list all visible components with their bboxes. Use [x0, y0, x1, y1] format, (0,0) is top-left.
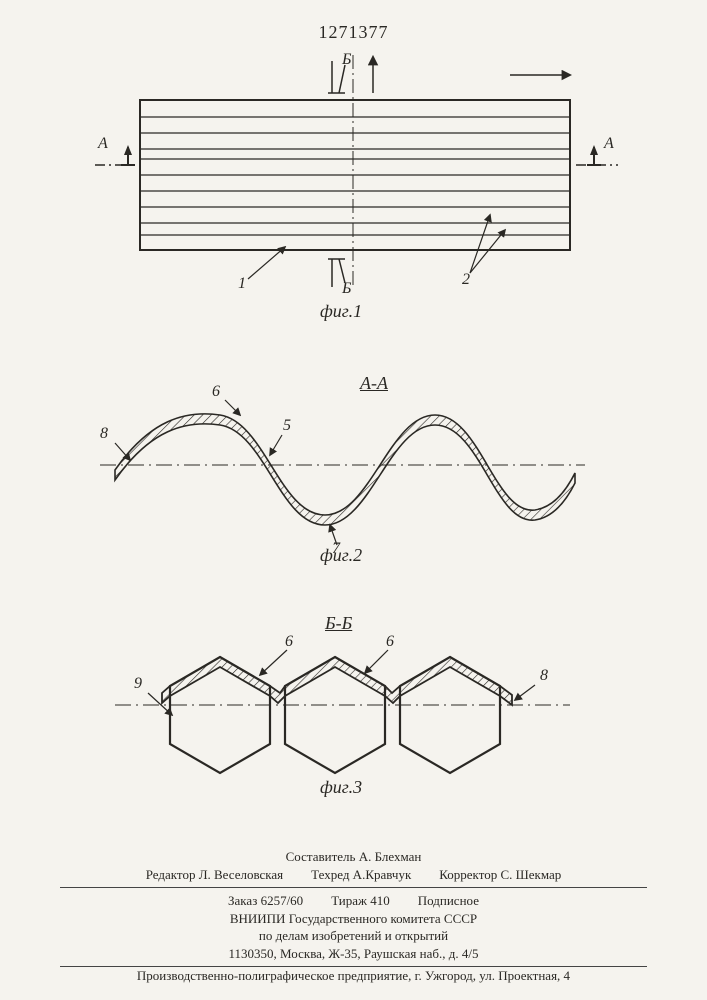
fig3-ref9: 9 — [134, 675, 142, 693]
fig2-ref8: 8 — [100, 425, 108, 443]
fig3-group — [115, 650, 570, 773]
fig1-section-A-left: А — [98, 135, 108, 153]
org2: по делам изобретений и открытий — [0, 927, 707, 945]
credits-block: Составитель А. Блехман Редактор Л. Весел… — [0, 848, 707, 971]
fig1-label: фиг.1 — [320, 301, 362, 322]
fig1-ref2: 2 — [462, 271, 470, 289]
techred: Техред А.Кравчук — [311, 866, 411, 884]
compiler: Составитель А. Блехман — [0, 848, 707, 866]
footer: Производственно-полиграфическое предприя… — [0, 968, 707, 984]
address: 1130350, Москва, Ж-35, Раушская наб., д.… — [0, 945, 707, 963]
editor: Редактор Л. Веселовская — [146, 866, 283, 884]
tirazh: Тираж 410 — [331, 892, 390, 910]
org1: ВНИИПИ Государственного комитета СССР — [0, 910, 707, 928]
fig2-group — [100, 400, 585, 545]
fig2-label: фиг.2 — [320, 545, 362, 566]
fig1-group — [95, 55, 618, 287]
fig1-ref1: 1 — [238, 275, 246, 293]
order: Заказ 6257/60 — [228, 892, 303, 910]
fig1-section-B-bottom: Б — [342, 280, 351, 298]
corrector: Корректор С. Шекмар — [439, 866, 561, 884]
page-number: 1271377 — [319, 22, 389, 43]
divider-1 — [60, 887, 647, 888]
fig2-ref6: 6 — [212, 383, 220, 401]
subscription: Подписное — [418, 892, 479, 910]
figures: Б А А Б 1 2 фиг.1 А-А 8 6 5 7 фиг.2 Б-Б … — [70, 55, 630, 835]
fig1-section-A-right: А — [604, 135, 614, 153]
fig2-ref5: 5 — [283, 417, 291, 435]
fig3-ref6b: 6 — [386, 633, 394, 651]
fig3-label: фиг.3 — [320, 777, 362, 798]
fig3-ref8: 8 — [540, 667, 548, 685]
fig2-title: А-А — [360, 373, 388, 394]
fig3-title: Б-Б — [325, 613, 352, 634]
figures-svg — [70, 55, 630, 835]
fig3-ref6a: 6 — [285, 633, 293, 651]
fig1-section-B-top: Б — [342, 51, 351, 69]
